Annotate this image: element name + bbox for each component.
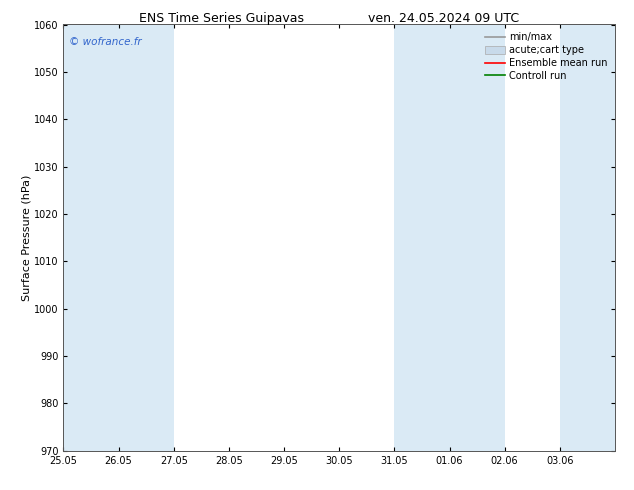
Bar	[394, 24, 505, 451]
Legend: min/max, acute;cart type, Ensemble mean run, Controll run: min/max, acute;cart type, Ensemble mean …	[482, 29, 610, 84]
Y-axis label: Surface Pressure (hPa): Surface Pressure (hPa)	[21, 174, 31, 301]
Bar	[560, 24, 634, 451]
Bar	[63, 24, 174, 451]
Text: ven. 24.05.2024 09 UTC: ven. 24.05.2024 09 UTC	[368, 12, 519, 25]
Text: © wofrance.fr: © wofrance.fr	[69, 37, 141, 48]
Text: ENS Time Series Guipavas: ENS Time Series Guipavas	[139, 12, 304, 25]
